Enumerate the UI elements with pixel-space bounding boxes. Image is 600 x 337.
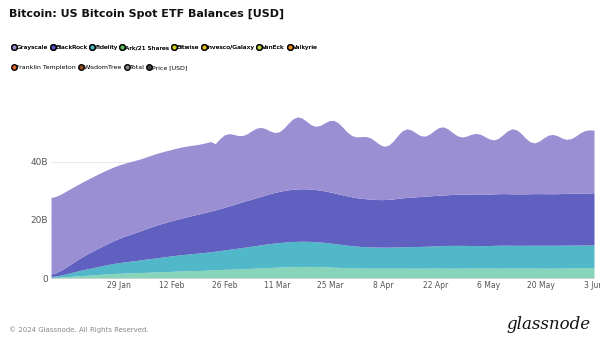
Text: © 2024 Glassnode. All Rights Reserved.: © 2024 Glassnode. All Rights Reserved. <box>9 326 149 333</box>
Legend: Grayscale, BlackRock, Fidelity, Ark/21 Shares, Bitwise, Invesco/Galaxy, VanEck, : Grayscale, BlackRock, Fidelity, Ark/21 S… <box>12 45 317 50</box>
Text: glassnode: glassnode <box>507 316 591 333</box>
Legend: Franklin Templeton, WisdomTree, Total, Price [USD]: Franklin Templeton, WisdomTree, Total, P… <box>12 65 187 70</box>
Text: Bitcoin: US Bitcoin Spot ETF Balances [USD]: Bitcoin: US Bitcoin Spot ETF Balances [U… <box>9 8 284 19</box>
